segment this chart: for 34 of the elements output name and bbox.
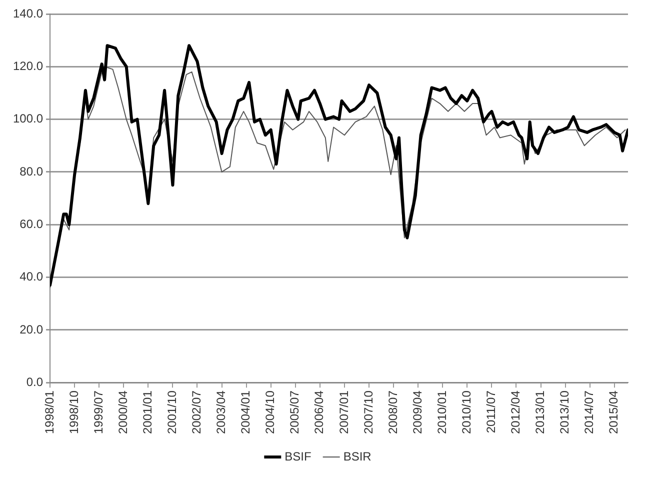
x-tick-label: 2010/10	[459, 390, 474, 434]
x-tick-label: 2007/01	[336, 390, 351, 434]
x-tick-label: 2002/07	[190, 390, 204, 434]
x-tick-label: 2005/07	[288, 390, 302, 434]
x-tick-label: 2015/04	[606, 390, 621, 434]
x-tick-label: 2006/04	[312, 390, 326, 434]
x-tick-label: 1998/01	[42, 390, 56, 434]
x-tick-label: 2011/07	[484, 390, 498, 434]
x-tick-label: 2009/04	[410, 390, 424, 434]
x-tick-label: 2008/07	[386, 390, 400, 434]
y-tick-label: 140.0	[13, 6, 44, 20]
x-tick-label: 1999/07	[91, 390, 106, 434]
x-tick-label: 2001/10	[165, 390, 180, 434]
x-tick-label: 2004/01	[238, 390, 253, 434]
y-tick-label: 0.0	[26, 374, 44, 389]
legend-label: BSIR	[343, 449, 372, 464]
legend-label: BSIF	[284, 449, 312, 464]
y-tick-label: 20.0	[20, 322, 44, 336]
x-tick-label: 2012/04	[508, 390, 523, 434]
y-tick-label: 120.0	[13, 58, 44, 73]
y-tick-label: 60.0	[20, 216, 44, 231]
x-tick-label: 2013/01	[533, 390, 548, 434]
x-tick-label: 2013/10	[558, 390, 572, 434]
x-tick-label: 2003/04	[214, 390, 228, 434]
x-tick-label: 2007/10	[361, 390, 376, 434]
x-tick-label: 2010/01	[434, 390, 449, 434]
y-tick-label: 40.0	[20, 270, 44, 284]
x-tick-label: 2001/01	[140, 390, 154, 434]
x-tick-label: 2000/04	[116, 390, 130, 434]
y-tick-label: 80.0	[20, 164, 44, 178]
x-tick-label: 1998/10	[66, 390, 81, 434]
x-tick-label: 2004/10	[263, 390, 278, 434]
x-tick-label: 2014/07	[582, 390, 596, 434]
y-tick-label: 100.0	[13, 112, 44, 126]
